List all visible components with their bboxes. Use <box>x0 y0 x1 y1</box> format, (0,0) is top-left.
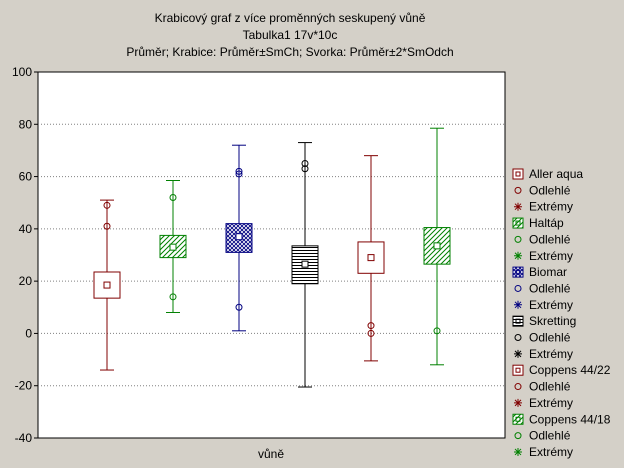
box-group <box>225 144 253 332</box>
y-tick-label: 100 <box>12 65 32 79</box>
legend-series-label: Coppens 44/18 <box>529 412 611 426</box>
legend: Aller aqua Odlehlé Extrémy Haltáp Odlehlé Ext… <box>512 167 611 459</box>
box-group <box>93 199 121 371</box>
legend-swatch-mean <box>515 269 521 275</box>
outlier-point <box>103 222 111 230</box>
chart-title: Krabicový graf z více proměnných seskupe… <box>155 11 426 25</box>
box-group <box>423 127 451 366</box>
legend-swatch-mean <box>515 171 521 177</box>
legend-series-label: Aller aqua <box>529 167 583 181</box>
legend-swatch-mean <box>515 416 521 422</box>
legend-extreme-symbol <box>514 447 522 456</box>
legend-extreme-label: Extrémy <box>529 347 573 361</box>
y-tick-label: -20 <box>15 379 33 393</box>
legend-swatch <box>512 413 524 425</box>
legend-extreme-label: Extrémy <box>529 445 573 459</box>
outlier-point <box>235 303 243 311</box>
legend-outlier-symbol <box>514 383 522 391</box>
box-group <box>159 179 187 314</box>
x-axis-label: vůně <box>258 447 284 461</box>
chart-subtitle: Tabulka1 17v*10c <box>243 28 338 42</box>
outlier-point <box>103 201 111 209</box>
legend-extreme-label: Extrémy <box>529 200 573 214</box>
mean-marker <box>367 254 375 262</box>
mean-marker <box>169 243 177 251</box>
legend-extreme-symbol <box>514 251 522 260</box>
legend-outlier-label: Odlehlé <box>529 232 571 246</box>
legend-outlier-label: Odlehlé <box>529 429 571 443</box>
legend-series-label: Biomar <box>529 265 567 279</box>
y-tick-label: 20 <box>19 274 33 288</box>
outlier-point <box>367 322 375 330</box>
legend-outlier-symbol <box>514 186 522 194</box>
legend-series-label: Haltáp <box>529 216 564 230</box>
legend-series-label: Coppens 44/22 <box>529 363 611 377</box>
legend-swatch-mean <box>515 318 521 324</box>
outlier-point <box>169 193 177 201</box>
outlier-point <box>169 293 177 301</box>
legend-series-label: Skretting <box>529 314 576 328</box>
legend-swatch-mean <box>515 367 521 373</box>
y-tick-label: 80 <box>19 117 33 131</box>
legend-outlier-symbol <box>514 432 522 440</box>
legend-extreme-symbol <box>514 202 522 211</box>
legend-swatch <box>512 364 524 376</box>
chart-subtitle-2: Průměr; Krabice: Průměr±SmCh; Svorka: Pr… <box>126 45 453 59</box>
legend-outlier-label: Odlehlé <box>529 380 571 394</box>
mean-marker <box>103 281 111 289</box>
outlier-point <box>433 327 441 335</box>
legend-outlier-label: Odlehlé <box>529 183 571 197</box>
series-boxes <box>93 127 451 388</box>
box <box>93 271 121 299</box>
legend-extreme-symbol <box>514 300 522 309</box>
mean-marker <box>433 242 441 250</box>
outlier-point <box>301 160 309 167</box>
y-tick-label: 0 <box>25 326 32 340</box>
legend-extreme-label: Extrémy <box>529 298 573 312</box>
box-group <box>357 155 385 362</box>
legend-outlier-symbol <box>514 235 522 243</box>
box-group <box>291 142 319 388</box>
y-tick-label: 40 <box>19 222 33 236</box>
legend-outlier-label: Odlehlé <box>529 281 571 295</box>
legend-extreme-symbol <box>514 349 522 358</box>
mean-marker <box>235 233 243 241</box>
outlier-point <box>235 167 243 175</box>
legend-swatch-mean <box>515 220 521 226</box>
legend-swatch <box>512 266 524 278</box>
y-tick-label: 60 <box>19 170 33 184</box>
legend-outlier-label: Odlehlé <box>529 331 571 345</box>
legend-extreme-label: Extrémy <box>529 396 573 410</box>
legend-extreme-symbol <box>514 398 522 407</box>
legend-outlier-symbol <box>514 284 522 292</box>
y-tick-label: -40 <box>15 431 33 445</box>
outlier-point <box>367 329 375 337</box>
outlier-point <box>235 170 243 178</box>
legend-swatch <box>512 217 524 229</box>
legend-extreme-label: Extrémy <box>529 249 573 263</box>
legend-swatch <box>512 315 524 327</box>
outlier-point <box>301 165 309 173</box>
legend-outlier-symbol <box>514 334 522 341</box>
y-axis: -40 -20 0 20 40 60 80 100 <box>12 65 38 445</box>
mean-marker <box>301 260 309 268</box>
legend-swatch <box>512 168 524 180</box>
